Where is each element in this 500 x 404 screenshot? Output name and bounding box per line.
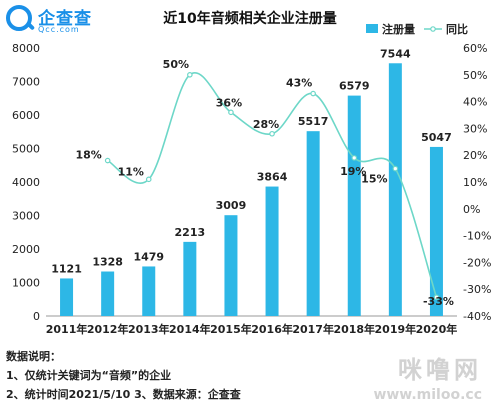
- bar-value-label: 5047: [421, 131, 452, 144]
- yoy-point: [269, 130, 275, 137]
- yoy-point: [392, 165, 399, 172]
- yoy-value-label: 11%: [118, 165, 144, 178]
- y-left-tick-label: 4000: [12, 176, 40, 189]
- yoy-value-label: 28%: [253, 118, 279, 131]
- y-right-tick-label: 40%: [463, 96, 487, 109]
- y-left-tick-label: 6000: [12, 109, 40, 122]
- y-left-tick-label: 1000: [12, 277, 40, 290]
- yoy-point: [187, 72, 193, 78]
- yoy-value-label: 18%: [75, 149, 101, 162]
- bar: [101, 271, 115, 316]
- bar-value-label: 1479: [133, 250, 164, 263]
- y-right-tick-label: 50%: [463, 69, 487, 82]
- y-right-tick-label: -40%: [463, 310, 491, 323]
- y-right-tick-label: 10%: [463, 176, 487, 189]
- yoy-point: [433, 294, 440, 301]
- x-tick-label: 2015年: [210, 322, 252, 336]
- yoy-point: [145, 176, 152, 183]
- y-right-tick-label: -10%: [463, 230, 491, 243]
- watermark-url: www.miloo.cc: [373, 387, 482, 403]
- y-left-tick-label: 5000: [12, 143, 40, 156]
- yoy-point: [351, 155, 358, 161]
- y-left-tick-label: 7000: [12, 76, 40, 89]
- notes-line-1: 1、仅统计关键词为“音频”的企业: [6, 369, 172, 382]
- notes-heading: 数据说明：: [6, 350, 61, 363]
- y-right-tick-label: 30%: [463, 122, 487, 135]
- bar: [265, 186, 279, 316]
- y-left-tick-label: 0: [33, 310, 40, 323]
- y-left-tick-label: 8000: [12, 42, 40, 55]
- notes-line-2: 2、统计时间2021/5/10 3、数据来源：企查查: [6, 388, 241, 401]
- x-tick-label: 2020年: [416, 322, 458, 336]
- yoy-point: [104, 157, 111, 164]
- yoy-value-label: 43%: [286, 77, 312, 90]
- bar: [429, 146, 443, 316]
- x-tick-label: 2013年: [128, 322, 170, 336]
- legend-line-label: 同比: [446, 22, 468, 36]
- logo-name: 企查查: [38, 9, 92, 29]
- y-right-tick-label: 20%: [463, 149, 487, 162]
- watermark: 咪噜网 www.miloo.cc: [373, 350, 482, 403]
- x-tick-label: 2011年: [46, 322, 88, 336]
- yoy-value-label: 36%: [216, 96, 242, 109]
- x-tick-label: 2016年: [251, 322, 293, 336]
- y-right-tick-label: 60%: [463, 42, 487, 55]
- bar-value-label: 6579: [339, 80, 370, 93]
- legend-bar-swatch: [366, 24, 378, 33]
- legend-bar-label: 注册量: [382, 22, 415, 36]
- data-notes: 数据说明： 1、仅统计关键词为“音频”的企业 2、统计时间2021/5/10 3…: [6, 347, 241, 404]
- x-tick-label: 2014年: [169, 322, 211, 336]
- x-tick-label: 2018年: [333, 322, 375, 336]
- x-tick-label: 2019年: [375, 322, 417, 336]
- bar-value-label: 7544: [380, 47, 411, 60]
- yoy-point: [228, 109, 234, 116]
- bar-value-label: 5517: [298, 115, 329, 128]
- bar: [347, 95, 361, 316]
- y-right-tick-label: 0%: [463, 203, 480, 216]
- qcc-logo: 企查查 Qcc.com: [6, 4, 126, 38]
- y-right-tick-label: -20%: [463, 256, 491, 269]
- y-left-tick-label: 3000: [12, 210, 40, 223]
- bar: [388, 63, 402, 316]
- yoy-value-label: 50%: [163, 58, 189, 71]
- bar-value-label: 3009: [216, 199, 247, 212]
- bar: [142, 266, 156, 316]
- watermark-title: 咪噜网: [398, 356, 482, 384]
- bar-value-label: 1328: [92, 256, 123, 269]
- magnifier-logo-icon: [6, 5, 32, 31]
- logo-subtitle: Qcc.com: [38, 25, 80, 34]
- bar-value-label: 3864: [257, 171, 288, 184]
- bar-value-label: 1121: [51, 262, 82, 275]
- bar: [224, 215, 238, 316]
- bar-value-label: 2213: [175, 226, 206, 239]
- chart-canvas: 0 1000 2000 3000 4000 5000 6000 7000 8000 -40% -30…: [12, 22, 491, 336]
- y-left-tick-label: 2000: [12, 243, 40, 256]
- bar: [60, 278, 74, 316]
- bar: [183, 241, 197, 316]
- yoy-value-label: -33%: [423, 295, 454, 308]
- x-tick-label: 2017年: [292, 322, 334, 336]
- bar: [306, 131, 320, 316]
- x-tick-label: 2012年: [87, 322, 129, 336]
- chart-title: 近10年音频相关企业注册量: [163, 11, 337, 27]
- yoy-value-label: 15%: [361, 173, 387, 186]
- y-right-tick-label: -30%: [463, 283, 491, 296]
- legend-line-marker: [430, 26, 436, 32]
- yoy-value-label: 19%: [340, 165, 366, 178]
- yoy-point: [310, 90, 316, 97]
